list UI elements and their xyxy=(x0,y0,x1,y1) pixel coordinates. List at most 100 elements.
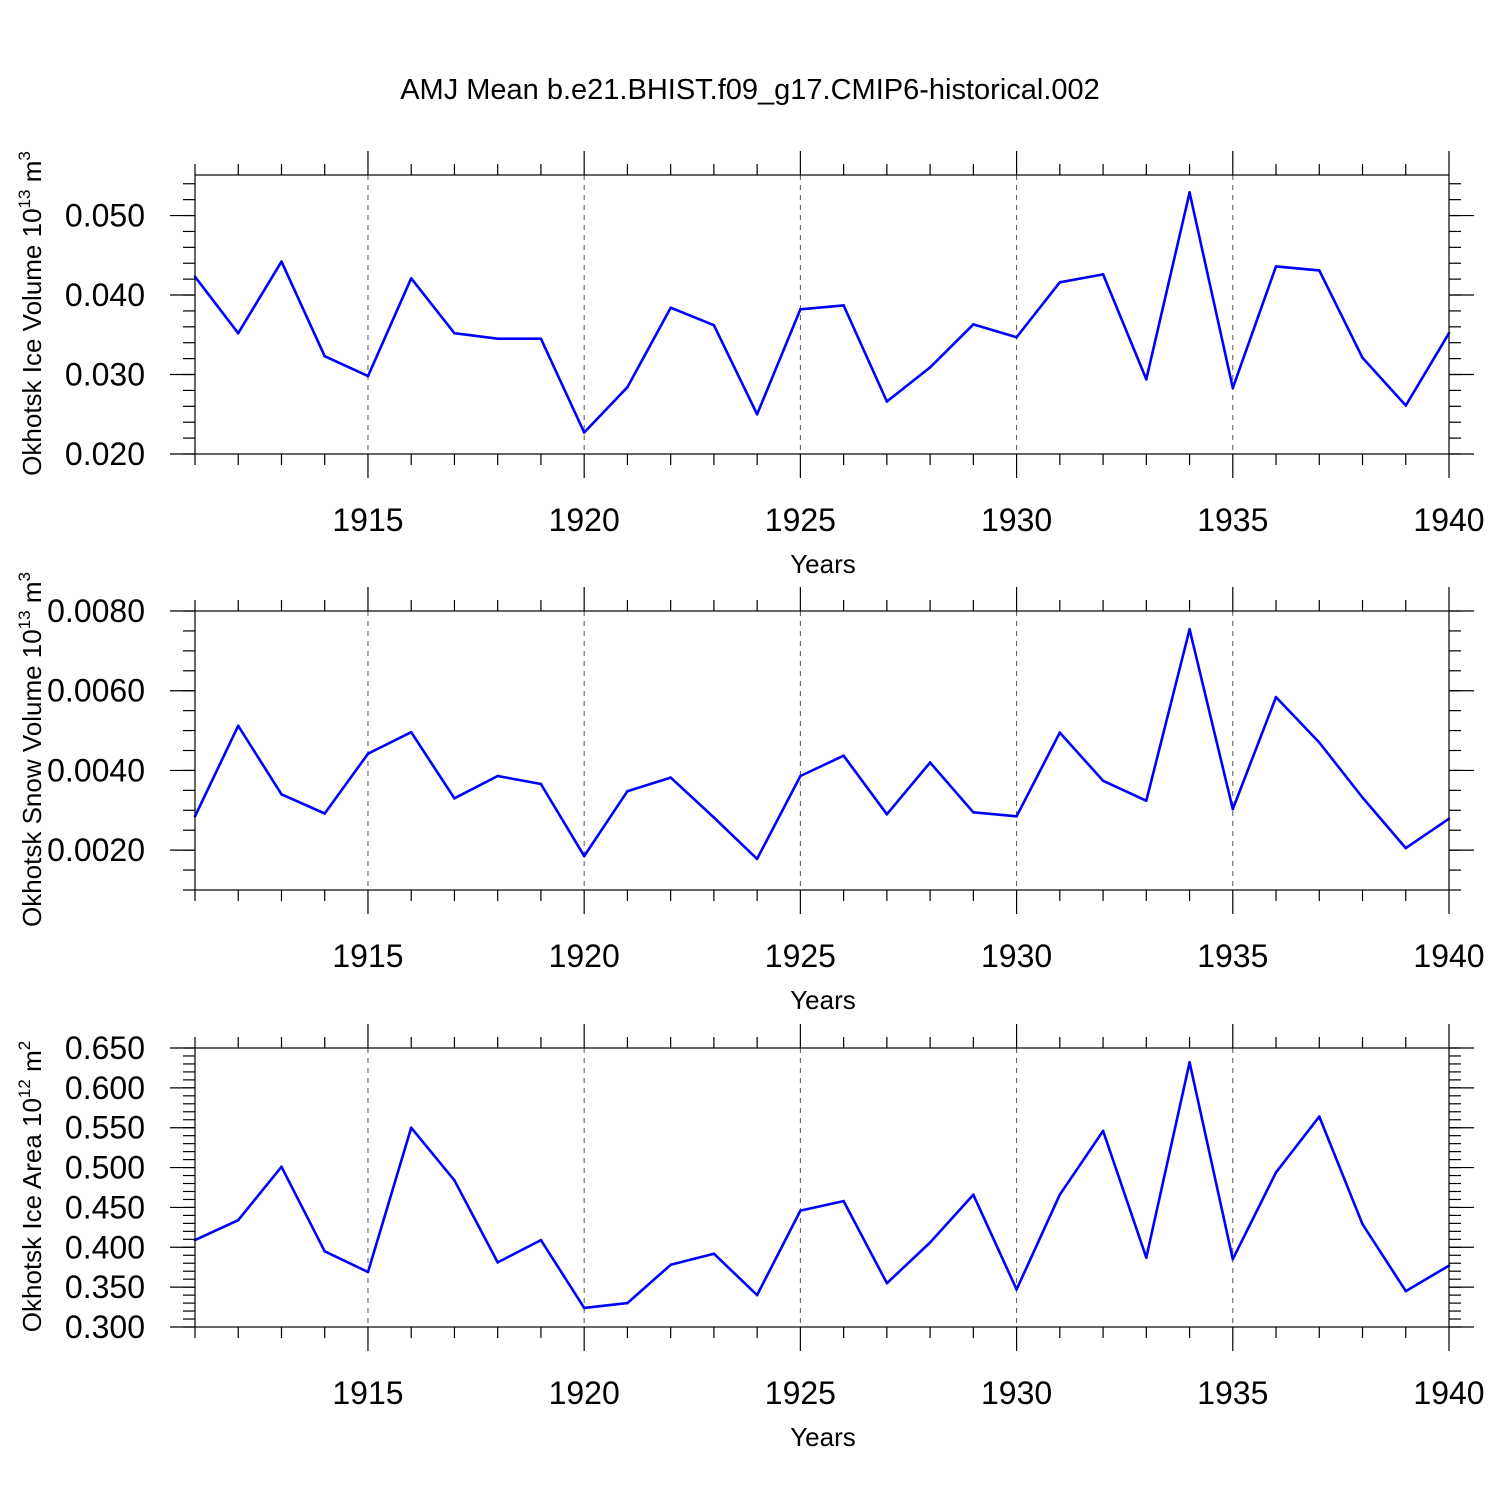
snow-volume-x-tick-label: 1920 xyxy=(549,938,620,974)
snow-volume-data-point xyxy=(453,797,456,800)
snow-volume-data-point xyxy=(842,754,845,757)
snow-volume-x-tick-label: 1930 xyxy=(981,938,1052,974)
ice-area-y-tick-label: 0.300 xyxy=(65,1309,145,1345)
ice-area-data-point xyxy=(1145,1256,1148,1259)
snow-volume-x-axis-label: Years xyxy=(790,985,856,1015)
ice-volume-x-tick-label: 1915 xyxy=(332,502,403,538)
chart-title: AMJ Mean b.e21.BHIST.f09_g17.CMIP6-histo… xyxy=(400,74,1100,106)
snow-volume-x-tick-label: 1915 xyxy=(332,938,403,974)
ice-area-data-point xyxy=(842,1199,845,1203)
snow-volume-data-point xyxy=(1101,779,1105,783)
ice-volume-data-point xyxy=(496,337,499,341)
snow-volume-data-point xyxy=(1145,799,1148,803)
ice-volume-data-point xyxy=(1231,386,1235,390)
ice-volume-data-point xyxy=(539,337,543,341)
ice-volume-x-axis-label: Years xyxy=(790,549,856,579)
ice-area-y-tick-label: 0.450 xyxy=(65,1189,145,1225)
snow-volume-plot-frame xyxy=(194,610,1450,891)
snow-volume-data-point xyxy=(755,857,759,861)
ice-volume-data-point xyxy=(626,385,629,389)
ice-volume-data-point xyxy=(799,308,802,311)
snow-volume-data-point xyxy=(712,816,716,819)
ice-volume-y-tick-label: 0.030 xyxy=(65,357,145,393)
snow-volume-x-tick-label: 1940 xyxy=(1413,938,1484,974)
ice-volume-data-point xyxy=(323,354,327,358)
ice-area-data-point xyxy=(366,1270,370,1274)
snow-volume-data-point xyxy=(323,812,327,815)
snow-volume-data-point xyxy=(366,752,370,755)
ice-area-data-point xyxy=(1188,1061,1191,1064)
ice-volume-y-axis-label: Okhotsk Ice Volume 1013 m3 xyxy=(15,151,47,476)
ice-area-y-tick-label: 0.350 xyxy=(65,1269,145,1305)
ice-area-plot-frame xyxy=(194,1047,1450,1328)
ice-volume-data-point xyxy=(280,260,283,263)
snow-volume-x-tick-label: 1935 xyxy=(1197,938,1268,974)
ice-volume-data-point xyxy=(1101,273,1105,276)
ice-volume-series-line xyxy=(193,191,1451,434)
ice-volume-data-point xyxy=(1361,356,1364,360)
ice-volume-x-tick-label: 1935 xyxy=(1197,502,1268,538)
snow-volume-data-point xyxy=(409,730,413,734)
ice-volume-x-tick-label: 1920 xyxy=(549,502,620,538)
ice-area-data-point xyxy=(712,1252,716,1255)
ice-area-data-point xyxy=(799,1209,802,1212)
ice-area-data-point xyxy=(409,1126,413,1130)
snow-volume-data-point xyxy=(626,789,629,793)
ice-area-data-point xyxy=(1058,1193,1062,1196)
ice-volume-data-point xyxy=(1145,377,1148,381)
ice-area-data-point xyxy=(626,1301,629,1305)
ice-area-data-point xyxy=(582,1306,586,1310)
ice-volume-y-tick-label: 0.020 xyxy=(65,436,145,472)
ice-volume-data-point xyxy=(885,400,889,403)
ice-area-data-point xyxy=(1404,1289,1408,1293)
ice-volume-data-point xyxy=(669,306,672,310)
snow-volume-data-point xyxy=(885,812,889,816)
snow-volume-data-point xyxy=(1015,814,1018,818)
ice-volume-data-point xyxy=(1404,404,1408,407)
snow-volume-data-point xyxy=(280,793,283,796)
ice-area-data-point xyxy=(539,1238,543,1242)
snow-volume-panel: 0.0020 0.0040 0.0060 0.0080 1915 1920 1925 1930… xyxy=(15,572,1485,1015)
ice-volume-x-tick-label: 1940 xyxy=(1413,502,1484,538)
snow-volume-data-point xyxy=(1361,796,1364,799)
ice-volume-data-point xyxy=(409,277,413,280)
ice-area-x-tick-label: 1935 xyxy=(1197,1375,1268,1411)
ice-volume-plot-frame xyxy=(194,174,1450,455)
ice-volume-data-point xyxy=(972,323,975,326)
ice-volume-data-point xyxy=(755,412,759,416)
snow-volume-data-point xyxy=(1404,846,1408,850)
ice-area-data-point xyxy=(1231,1257,1235,1261)
ice-area-data-point xyxy=(928,1241,932,1244)
ice-area-x-tick-label: 1920 xyxy=(549,1375,620,1411)
ice-area-data-point xyxy=(1274,1171,1278,1174)
ice-area-x-axis-label: Years xyxy=(790,1422,856,1452)
ice-area-x-tick-label: 1915 xyxy=(332,1375,403,1411)
snow-volume-data-point xyxy=(928,761,932,764)
snow-volume-data-point xyxy=(539,782,543,786)
snow-volume-data-point xyxy=(972,810,975,814)
ice-volume-data-point xyxy=(1058,281,1062,284)
ice-area-data-point xyxy=(1015,1288,1018,1291)
ice-volume-data-point xyxy=(842,304,845,307)
ice-volume-y-tick-label: 0.050 xyxy=(65,198,145,234)
ice-area-data-point xyxy=(453,1179,456,1182)
snow-volume-x-tick-label: 1925 xyxy=(765,938,836,974)
ice-volume-data-point xyxy=(928,366,932,369)
ice-area-y-tick-label: 0.600 xyxy=(65,1070,145,1106)
ice-volume-data-point xyxy=(582,431,586,434)
snow-volume-data-point xyxy=(799,774,802,778)
ice-area-data-point xyxy=(1317,1115,1321,1118)
ice-volume-data-point xyxy=(712,323,716,327)
ice-volume-panel: 0.020 0.030 0.040 0.050 1915 1920 1925 1930 1935… xyxy=(15,151,1485,579)
ice-area-data-point xyxy=(755,1293,759,1297)
ice-area-data-point xyxy=(885,1281,889,1285)
ice-area-data-point xyxy=(1361,1222,1364,1226)
snow-volume-y-tick-label: 0.0080 xyxy=(47,593,145,629)
ice-volume-x-tick-label: 1925 xyxy=(765,502,836,538)
snow-volume-data-point xyxy=(1317,741,1321,744)
ice-area-y-axis-label: Okhotsk Ice Area 1012 m2 xyxy=(15,1041,47,1332)
ice-volume-data-point xyxy=(366,374,370,378)
snow-volume-y-tick-label: 0.0040 xyxy=(47,752,145,788)
